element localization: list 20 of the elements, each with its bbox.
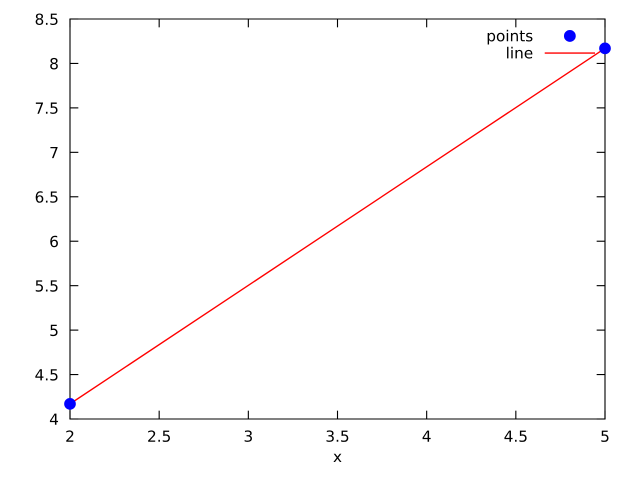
y-tick-label: 5.5 <box>36 280 58 292</box>
y-tick-label: 8 <box>50 58 58 70</box>
x-tick-label: 5 <box>601 430 609 442</box>
y-tick-label: 4 <box>50 414 58 425</box>
x-tick-label: 3.5 <box>326 430 348 442</box>
legend-label: line <box>507 46 532 59</box>
x-tick-label: 2.5 <box>148 430 170 442</box>
x-tick-label: 4 <box>422 430 431 442</box>
y-tick-label: 6 <box>50 236 58 248</box>
y-tick-label: 5 <box>50 324 58 336</box>
y-tick-label: 7.5 <box>36 102 58 114</box>
x-tick-label: 3 <box>244 430 252 442</box>
y-tick-label: 8.5 <box>36 13 58 26</box>
y-tick-label: 4.5 <box>35 369 58 381</box>
x-tick-label: 2 <box>66 430 74 442</box>
y-tick-label: 7 <box>50 147 58 158</box>
x-tick-label: 4.5 <box>504 430 527 442</box>
legend-label: points <box>488 30 532 44</box>
x-axis-title: x <box>333 454 342 462</box>
y-tick-label: 6.5 <box>36 191 58 203</box>
